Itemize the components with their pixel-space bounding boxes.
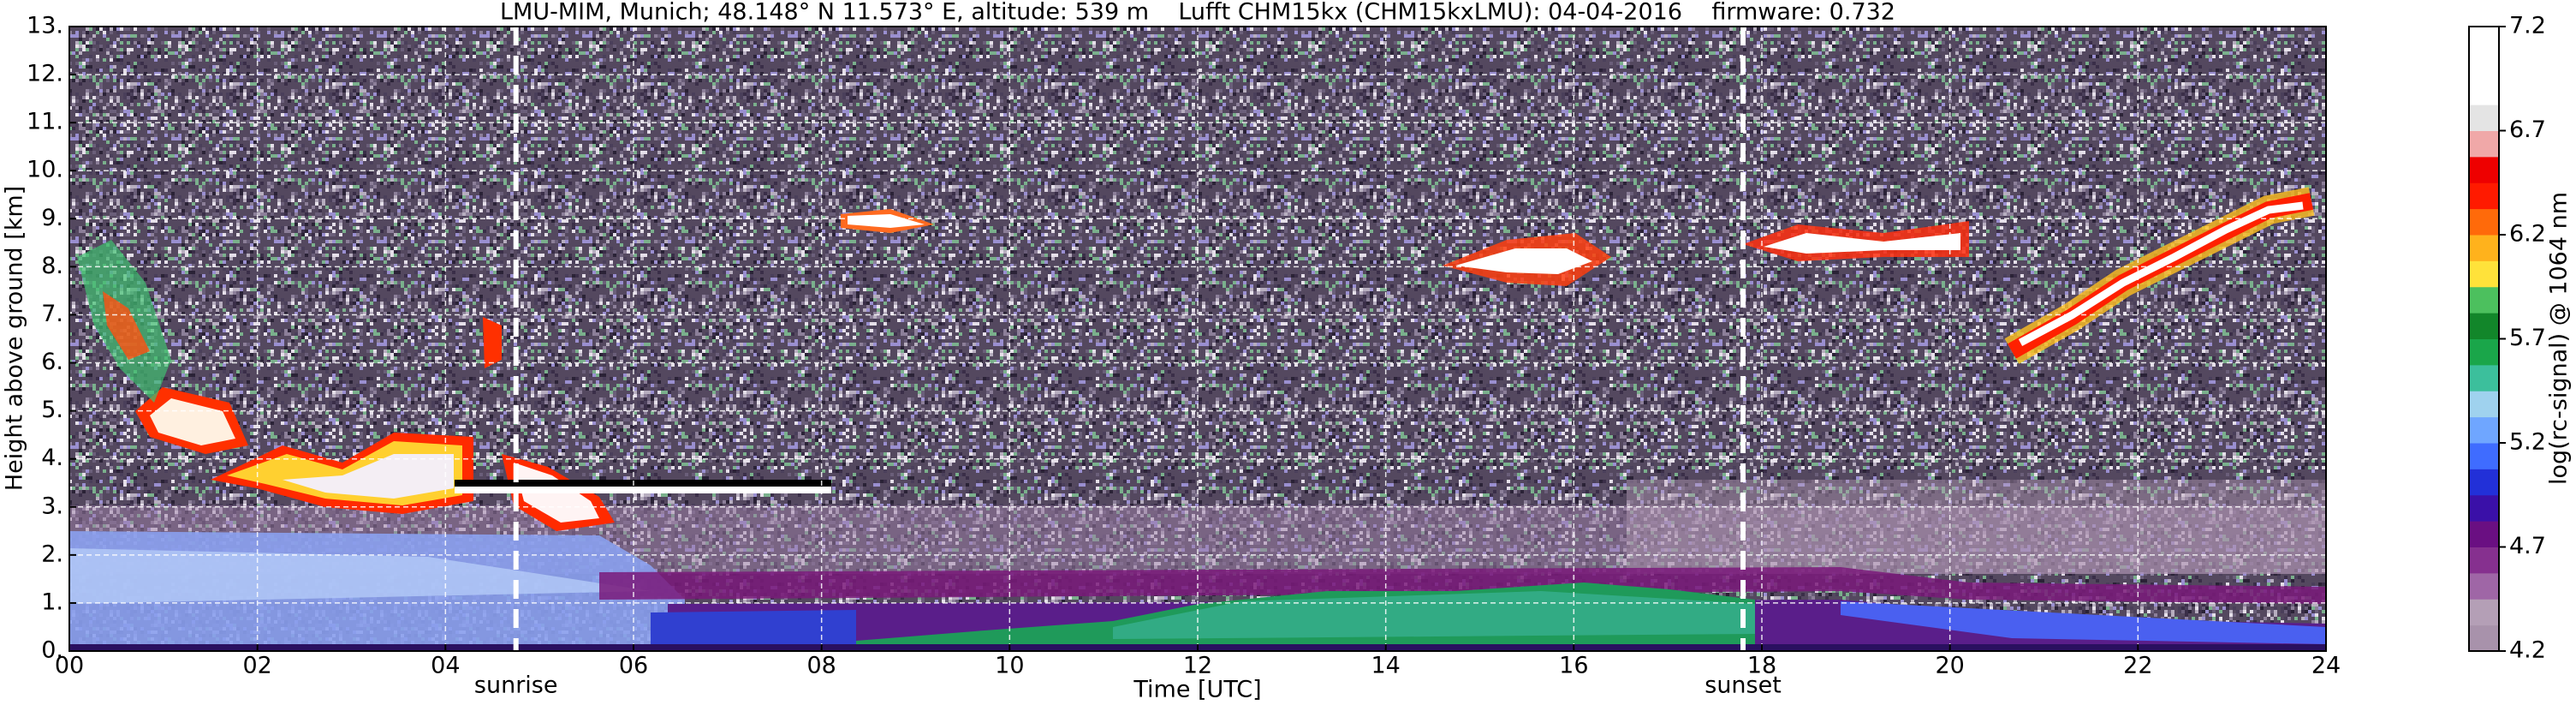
cloud [283, 454, 454, 499]
x-tick-label: 16 [1559, 653, 1588, 679]
boundary-layer [651, 610, 856, 651]
cloud [483, 317, 502, 368]
colorbar-segment [2469, 156, 2499, 183]
y-tick-label: 0. [41, 637, 63, 664]
cloud-base [455, 487, 831, 493]
colorbar-segment [2469, 182, 2499, 210]
y-tick-label: 5. [41, 397, 63, 423]
colorbar-segment [2469, 313, 2499, 339]
colorbar-tick-label: 5.7 [2509, 325, 2546, 351]
x-tick-label: 24 [2311, 653, 2341, 679]
x-axis-label: Time [UTC] [1133, 677, 1261, 703]
y-tick-label: 8. [41, 253, 63, 279]
colorbar-segment [2469, 521, 2499, 547]
x-tick-label: 08 [806, 653, 836, 679]
x-tick-label: 20 [1935, 653, 1964, 679]
cirrus [1455, 248, 1592, 274]
cloud [103, 291, 150, 360]
colorbar-segment [2469, 286, 2499, 314]
boundary-layer [599, 567, 2326, 604]
colorbar-segment [2469, 235, 2499, 261]
colorbar-segment [2469, 364, 2499, 391]
colorbar-segment [2469, 130, 2499, 158]
colorbar-tick-label: 5.2 [2509, 429, 2546, 456]
cirrus [1764, 233, 1960, 254]
y-tick-label: 3. [41, 493, 63, 519]
y-tick-label: 6. [41, 349, 63, 375]
colorbar-tick-label: 7.2 [2509, 13, 2546, 39]
colorbar-segment [2469, 416, 2499, 444]
chart-title: LMU-MIM, Munich; 48.148° N 11.573° E, al… [500, 0, 1895, 26]
x-tick-label: 02 [242, 653, 271, 679]
y-tick-label: 1. [41, 589, 63, 615]
annotation-label: sunrise [474, 672, 558, 699]
colorbar-segment [2469, 338, 2499, 366]
colorbar-tick-label: 4.2 [2509, 637, 2546, 664]
colorbar-segment [2469, 599, 2499, 626]
y-tick-label: 13. [27, 13, 63, 39]
grid [69, 27, 2326, 651]
x-tick-label: 22 [2123, 653, 2152, 679]
colorbar-segment [2469, 443, 2499, 469]
cirrus [2018, 201, 2304, 346]
colorbar-segment [2469, 469, 2499, 496]
colorbar-segment [2469, 547, 2499, 574]
x-tick-label: 12 [1183, 653, 1212, 679]
y-tick-label: 7. [41, 301, 63, 327]
cloud [150, 398, 235, 445]
cirrus [848, 214, 925, 228]
colorbar-segment [2469, 78, 2499, 105]
colorbar-segment [2469, 494, 2499, 522]
boundary-layer [69, 548, 651, 604]
y-axis-label: Height above ground [km] [2, 186, 28, 491]
colorbar-segment [2469, 105, 2499, 131]
x-tick-label: 04 [431, 653, 460, 679]
x-tick-label: 06 [619, 653, 648, 679]
colorbar-tick-label: 6.7 [2509, 117, 2546, 143]
colorbar-segment [2469, 260, 2499, 288]
colorbar-segment [2469, 27, 2499, 53]
y-tick-label: 9. [41, 205, 63, 231]
annotation-label: sunset [1704, 672, 1782, 699]
colorbar-label: log(rc-signal) @ 1064 nm [2546, 192, 2573, 485]
colorbar-segment [2469, 391, 2499, 418]
x-tick-label: 00 [55, 653, 84, 679]
y-tick-label: 12. [27, 61, 63, 87]
x-tick-label: 14 [1371, 653, 1400, 679]
plot-area [69, 27, 2326, 651]
colorbar-segment [2469, 572, 2499, 600]
colorbar-tick-label: 4.7 [2509, 533, 2546, 559]
boundary-layer [1841, 601, 2326, 644]
colorbar-segment [2469, 208, 2499, 236]
haze [1627, 480, 2326, 574]
y-tick-label: 2. [41, 541, 63, 567]
colorbar-tick-label: 6.2 [2509, 221, 2546, 248]
y-tick-label: 11. [27, 109, 63, 135]
y-tick-label: 4. [41, 445, 63, 471]
x-tick-label: 10 [995, 653, 1024, 679]
x-tick-label: 18 [1747, 653, 1776, 679]
y-tick-label: 10. [27, 157, 63, 183]
colorbar-segment [2469, 52, 2499, 80]
colorbar-segment [2469, 624, 2499, 652]
